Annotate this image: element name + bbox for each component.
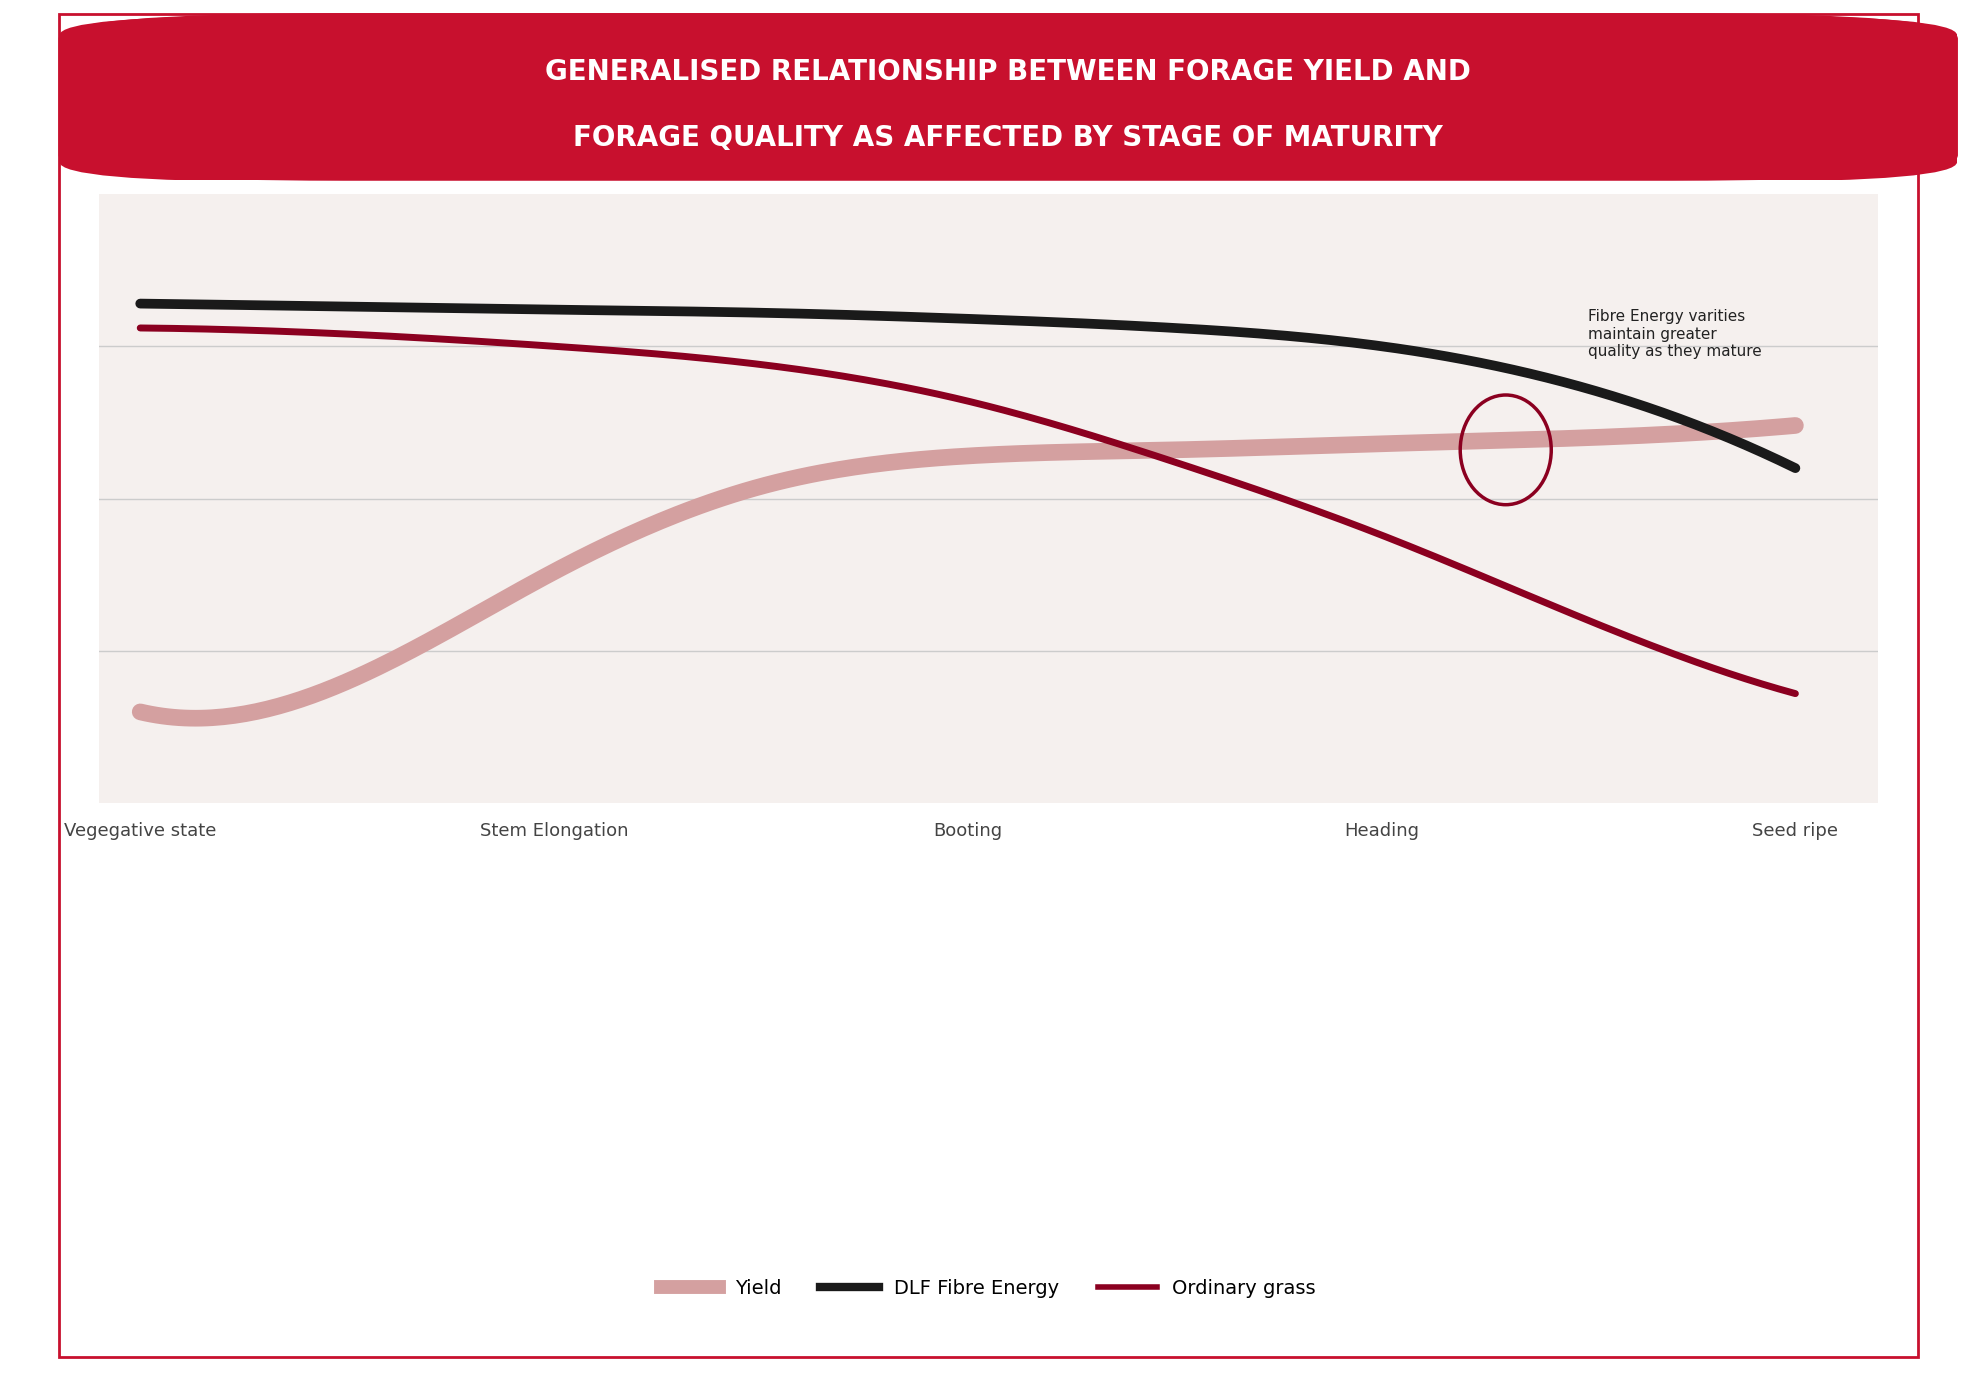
Text: GENERALISED RELATIONSHIP BETWEEN FORAGE YIELD AND: GENERALISED RELATIONSHIP BETWEEN FORAGE … [546,58,1471,86]
Legend: Yield, DLF Fibre Energy, Ordinary grass: Yield, DLF Fibre Energy, Ordinary grass [652,1271,1325,1305]
FancyBboxPatch shape [59,15,1957,181]
Text: Fibre Energy varities
maintain greater
quality as they mature: Fibre Energy varities maintain greater q… [1588,309,1762,359]
Text: FORAGE QUALITY AS AFFECTED BY STAGE OF MATURITY: FORAGE QUALITY AS AFFECTED BY STAGE OF M… [573,125,1443,152]
FancyBboxPatch shape [59,14,1957,180]
